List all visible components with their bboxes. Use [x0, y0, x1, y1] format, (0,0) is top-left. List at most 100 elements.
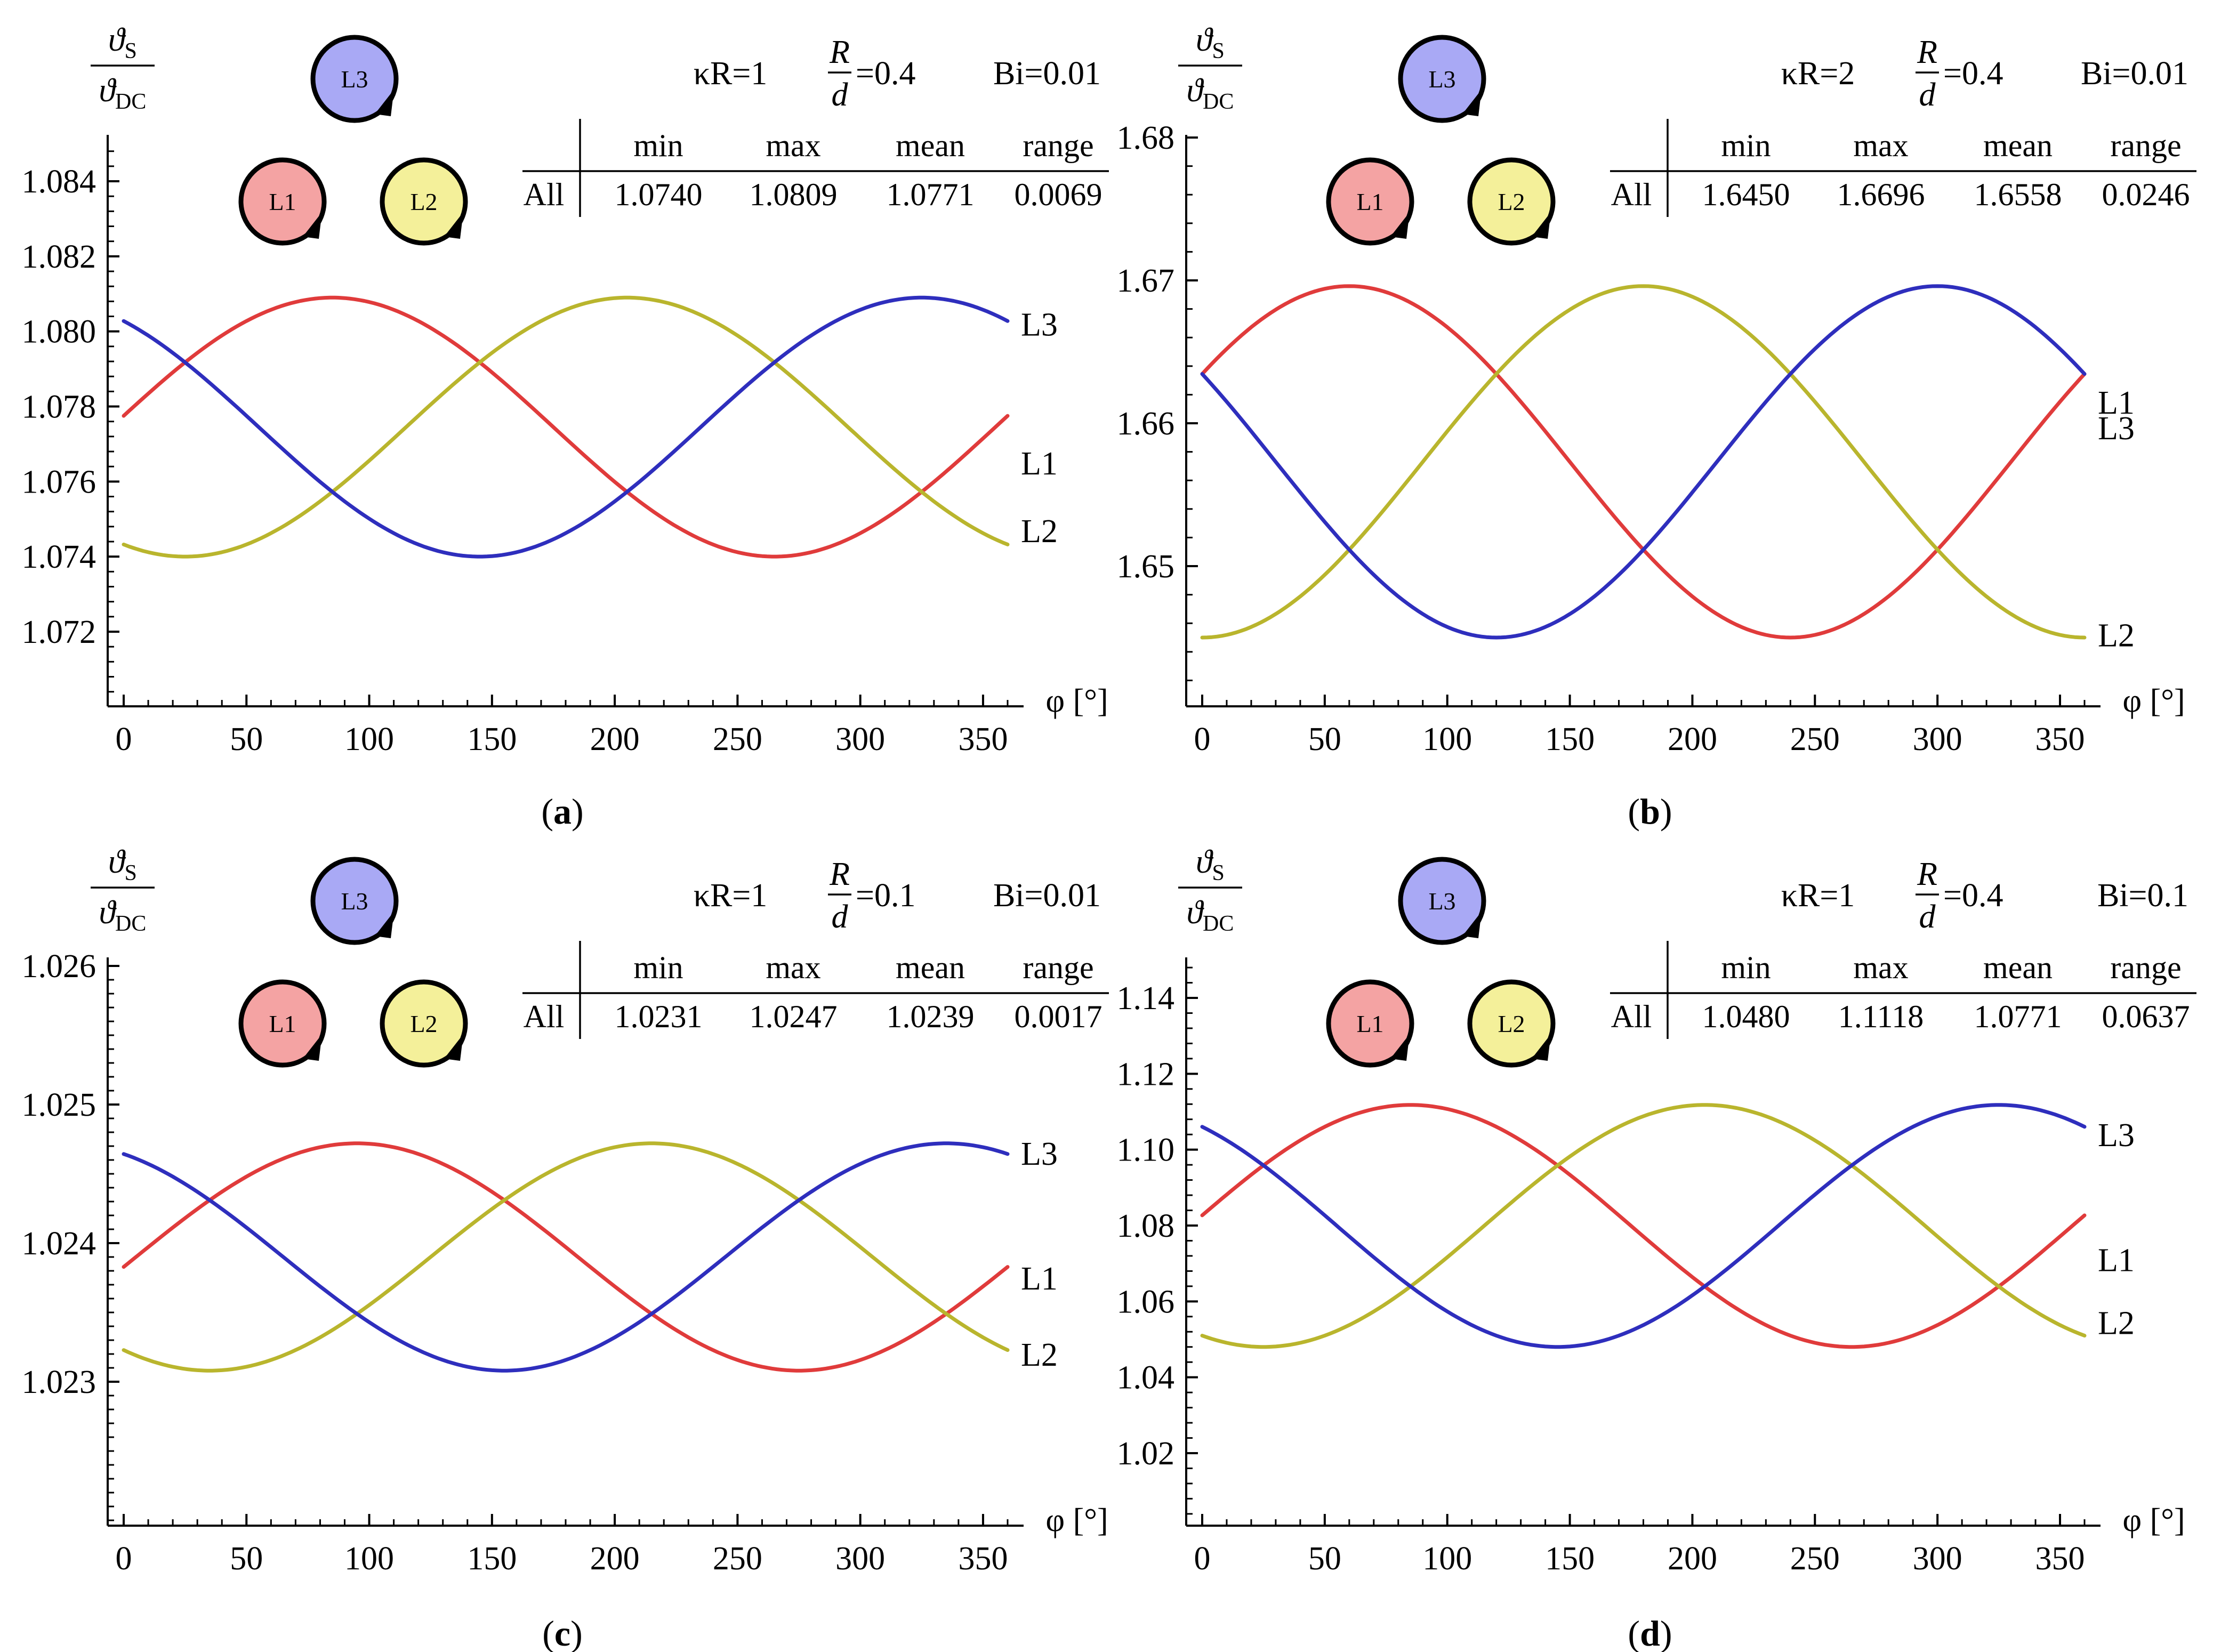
table-header-min: min: [1721, 950, 1771, 985]
table-value-min: 1.6450: [1702, 177, 1790, 212]
phase-circle-l1: L1: [1326, 979, 1414, 1068]
x-axis-label: φ [°]: [1045, 683, 1108, 719]
panel-c: 0 50 100 150 200 250 300 350 1.023 1.024 1.025 1.02…: [22, 844, 1109, 1652]
rotation-arrow-icon: [444, 1034, 463, 1061]
y-tick-label: 1.12: [1117, 1056, 1175, 1092]
param-d-denominator: d: [832, 899, 849, 935]
x-tick-label: 350: [2035, 721, 2085, 757]
rotation-arrow-icon: [303, 212, 322, 239]
table-value-mean: 1.0239: [887, 999, 975, 1034]
table-value-range: 0.0017: [1015, 999, 1103, 1034]
x-tick-label: 100: [1422, 721, 1472, 757]
y-tick-label: 1.076: [22, 464, 96, 500]
table-value-mean: 1.0771: [887, 177, 975, 212]
table-row-label: All: [524, 177, 565, 212]
param-biot: Bi=0.1: [2097, 877, 2188, 914]
y-tick-label: 1.025: [22, 1087, 96, 1123]
table-value-min: 1.0480: [1702, 999, 1790, 1034]
y-tick-label: 1.02: [1117, 1436, 1175, 1472]
param-biot: Bi=0.01: [993, 877, 1101, 914]
x-tick-label: 150: [467, 1541, 517, 1577]
x-tick-label: 200: [1668, 1541, 1717, 1577]
phase-circle-fill: [1326, 157, 1414, 246]
rotation-arrow-icon: [1532, 212, 1551, 239]
x-tick-label: 250: [713, 1541, 762, 1577]
y-tick-label: 1.06: [1117, 1284, 1175, 1320]
table-header-mean: mean: [896, 128, 965, 163]
x-tick-label: 0: [116, 721, 132, 757]
param-d-denominator: d: [832, 77, 849, 113]
y-label-denominator: ϑDC: [1187, 72, 1234, 114]
phase-circle-l1: L1: [238, 979, 327, 1068]
param-kappa-r: κR=1: [694, 877, 768, 914]
phase-circle-fill: [310, 35, 399, 123]
phase-circle-fill: [1467, 157, 1556, 246]
rotation-arrow-icon: [1390, 1034, 1410, 1061]
end-label-l1: L1: [1021, 1261, 1058, 1297]
table-header-min: min: [1721, 128, 1771, 163]
y-tick-label: 1.084: [22, 164, 96, 200]
rotation-arrow-icon: [375, 90, 394, 116]
x-axis-label: φ [°]: [1045, 1502, 1108, 1538]
phase-circle-l2: L2: [1467, 157, 1556, 246]
phase-circle-l2: L2: [1467, 979, 1556, 1068]
x-tick-label: 350: [958, 721, 1008, 757]
param-d-denominator: d: [1919, 77, 1936, 113]
x-tick-label: 350: [2035, 1541, 2085, 1577]
panel-d: 0 50 100 150 200 250 300 350 1.02 1.04 1.06 1.08 1.1…: [1117, 844, 2196, 1652]
phase-circle-fill: [380, 157, 468, 246]
phase-circle-fill: [310, 857, 399, 945]
table-value-range: 0.0069: [1015, 177, 1103, 212]
series-line-l2: [1200, 1103, 2087, 1349]
x-tick-label: 300: [835, 721, 885, 757]
end-label-l2: L2: [2098, 1305, 2135, 1341]
x-tick-label: 200: [1668, 721, 1717, 757]
table-header-range: range: [1023, 128, 1093, 163]
param-r-over-d: =0.1: [856, 877, 915, 914]
param-r-numerator: R: [1917, 34, 1937, 70]
x-axis-label: φ [°]: [2122, 683, 2185, 719]
table-value-mean: 1.0771: [1974, 999, 2062, 1034]
phase-circle-label: L3: [341, 66, 368, 93]
x-tick-label: 200: [590, 1541, 640, 1577]
phase-circle-label: L2: [410, 188, 437, 215]
table-value-max: 1.1118: [1838, 999, 1924, 1034]
param-biot: Bi=0.01: [2081, 55, 2188, 92]
x-tick-label: 250: [1790, 721, 1840, 757]
end-label-l3: L3: [1021, 1136, 1058, 1172]
phase-circle-l3: L3: [310, 857, 399, 945]
end-label-l3: L3: [1021, 307, 1058, 343]
rotation-arrow-icon: [1462, 912, 1482, 938]
y-tick-label: 1.023: [22, 1364, 96, 1400]
param-r-numerator: R: [829, 34, 850, 70]
y-tick-label: 1.67: [1117, 263, 1175, 299]
x-tick-label: 150: [467, 721, 517, 757]
param-r-numerator: R: [829, 856, 850, 892]
rotation-arrow-icon: [1532, 1034, 1551, 1061]
phase-circle-label: L2: [1498, 188, 1525, 215]
rotation-arrow-icon: [303, 1034, 322, 1061]
phase-circle-l3: L3: [1398, 35, 1486, 123]
y-label-numerator: ϑS: [1196, 844, 1225, 885]
table-header-max: max: [766, 128, 820, 163]
param-biot: Bi=0.01: [993, 55, 1101, 92]
panel-caption: (c): [542, 1613, 583, 1652]
phase-circle-label: L2: [1498, 1010, 1525, 1037]
table-row-label: All: [1611, 177, 1652, 212]
phase-circle-label: L1: [269, 1010, 296, 1037]
phase-circle-label: L1: [1356, 1010, 1383, 1037]
series-line-l1: [122, 295, 1010, 559]
x-tick-label: 100: [344, 1541, 394, 1577]
table-value-max: 1.6696: [1837, 177, 1925, 212]
phase-circle-l1: L1: [1326, 157, 1414, 246]
x-tick-label: 350: [958, 1541, 1008, 1577]
end-label-l1: L1: [2098, 1242, 2135, 1278]
series-line-l3: [122, 295, 1010, 559]
end-label-l3: L3: [2098, 410, 2135, 447]
y-label-denominator: ϑDC: [1187, 895, 1234, 936]
phase-circle-l3: L3: [310, 35, 399, 123]
table-header-range: range: [2110, 128, 2181, 163]
y-tick-label: 1.078: [22, 389, 96, 425]
rotation-arrow-icon: [1390, 212, 1410, 239]
